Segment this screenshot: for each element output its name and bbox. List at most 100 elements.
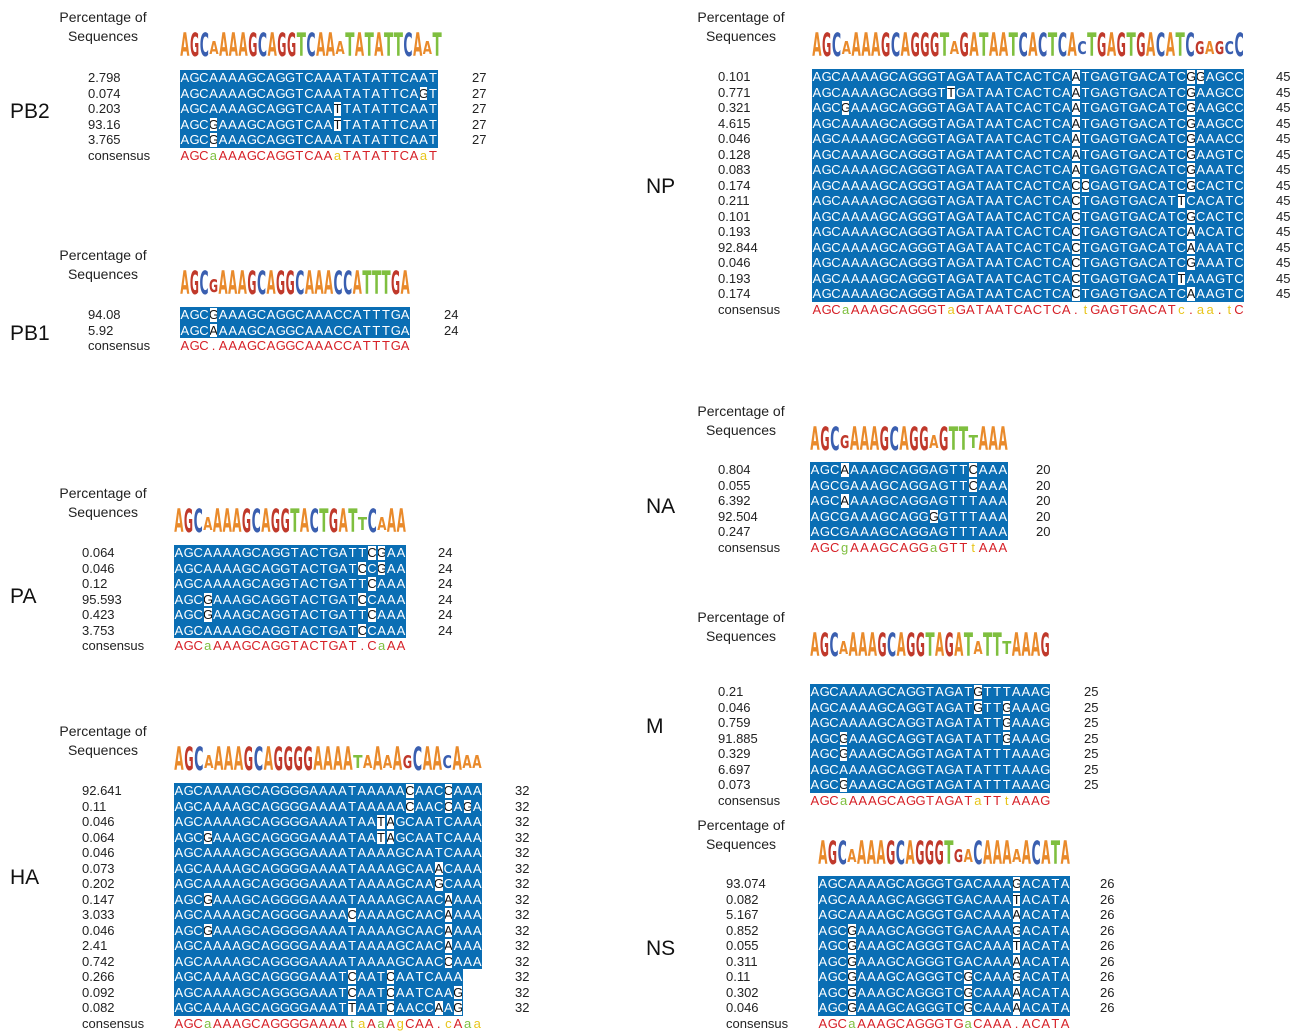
base-cell: C <box>1032 193 1043 209</box>
base-cell: C <box>1224 84 1235 100</box>
base-cell: A <box>898 84 908 100</box>
consensus-base: C <box>193 1015 203 1031</box>
base-cell: C <box>1234 193 1244 209</box>
logo-letter: C <box>258 26 267 64</box>
base-cell: A <box>318 829 328 845</box>
base-cell: C <box>1032 177 1043 193</box>
logo-letter: A <box>812 26 821 64</box>
base-cell: T <box>390 70 400 86</box>
base-cell: A <box>1021 953 1032 969</box>
base-cell: A <box>818 938 828 954</box>
base-cell: A <box>1138 286 1148 302</box>
base-cell: G <box>914 907 925 923</box>
consensus-base: A <box>1002 1015 1012 1031</box>
base-cell: A <box>396 607 406 623</box>
consensus-base: A <box>988 539 998 555</box>
base-cell: T <box>1166 69 1177 85</box>
base-cell: G <box>847 938 858 954</box>
base-cell: T <box>936 286 947 302</box>
base-cell: C <box>309 545 319 561</box>
logo-letter: A <box>999 26 1008 64</box>
base-cell: A <box>994 69 1004 85</box>
consensus-base: A <box>213 638 222 653</box>
sequence-length: 45 <box>1276 177 1291 193</box>
percentage-value: 5.92 <box>88 322 114 338</box>
consensus-label: consensus <box>718 301 781 317</box>
base-cell: G <box>821 255 832 271</box>
base-cell: A <box>997 524 1008 540</box>
base-cell: A <box>848 777 858 793</box>
base-cell: A <box>1011 953 1022 969</box>
consensus-base: A <box>810 792 820 808</box>
base-cell: A <box>231 984 242 1000</box>
base-cell: C <box>1224 100 1235 116</box>
consensus-base: G <box>953 1015 964 1031</box>
base-cell: C <box>1013 146 1024 162</box>
base-cell: G <box>183 607 194 623</box>
base-cell: G <box>819 684 830 700</box>
base-cell: A <box>859 69 870 85</box>
percentage-title-line2: Sequences <box>705 28 777 44</box>
base-cell: G <box>299 969 310 985</box>
logo-letter: G <box>1215 38 1224 59</box>
sequence-length: 27 <box>472 85 487 101</box>
base-cell: A <box>395 969 405 985</box>
base-cell: C <box>1013 115 1024 131</box>
consensus-base: a <box>333 147 342 163</box>
consensus-base: C <box>309 638 319 653</box>
consensus-base: t <box>1083 301 1088 317</box>
logo-letter: G <box>242 502 251 540</box>
logo-letter: A <box>300 502 309 540</box>
base-cell: T <box>975 255 985 271</box>
base-cell: G <box>1186 69 1197 85</box>
logo-letter: G <box>880 420 889 458</box>
base-cell: G <box>1090 208 1101 224</box>
base-cell: A <box>212 860 223 876</box>
base-cell: A <box>202 545 213 561</box>
base-cell: G <box>847 953 858 969</box>
base-cell: A <box>810 508 820 524</box>
consensus-label: consensus <box>88 338 151 353</box>
base-cell: T <box>936 239 947 255</box>
base-cell: C <box>888 208 899 224</box>
base-cell: C <box>1176 224 1187 240</box>
percentage-title: Percentage of Sequences <box>48 246 158 284</box>
base-cell: C <box>888 224 899 240</box>
percentage-title-line1: Percentage of <box>59 247 147 263</box>
base-cell: G <box>1090 100 1101 116</box>
base-cell: A <box>414 814 425 830</box>
base-cell: A <box>1099 239 1110 255</box>
base-cell: A <box>376 607 387 623</box>
base-cell: T <box>1003 177 1014 193</box>
base-cell: A <box>856 938 867 954</box>
logo-letter: C <box>254 740 263 778</box>
base-cell: A <box>992 922 1003 938</box>
base-cell: T <box>943 922 954 938</box>
base-cell: C <box>443 860 454 876</box>
base-cell: A <box>366 783 377 799</box>
base-cell: A <box>370 85 381 101</box>
base-cell: A <box>385 953 396 969</box>
logo-letter: G <box>1097 26 1106 64</box>
base-cell: C <box>895 876 906 892</box>
logo-letter: A <box>1205 38 1214 59</box>
base-cell: G <box>299 860 310 876</box>
base-cell: A <box>946 115 956 131</box>
logo-letter: G <box>906 626 915 664</box>
base-cell: G <box>247 307 258 323</box>
logo-letter: C <box>295 264 304 302</box>
logo-letter: G <box>828 834 837 872</box>
base-cell: C <box>1032 131 1043 147</box>
base-cell: G <box>917 100 928 116</box>
base-cell: A <box>174 591 184 607</box>
logo-letter: A <box>1002 834 1011 872</box>
consensus-base: A <box>424 1015 434 1031</box>
length-column: 20 20 20 20 20 <box>1036 462 1050 540</box>
base-cell: C <box>347 984 357 1000</box>
logo-letter: A <box>324 264 333 302</box>
base-cell: A <box>988 508 998 524</box>
base-cell: C <box>831 286 841 302</box>
length-column: 25 25 25 25 25 25 25 <box>1084 684 1098 793</box>
